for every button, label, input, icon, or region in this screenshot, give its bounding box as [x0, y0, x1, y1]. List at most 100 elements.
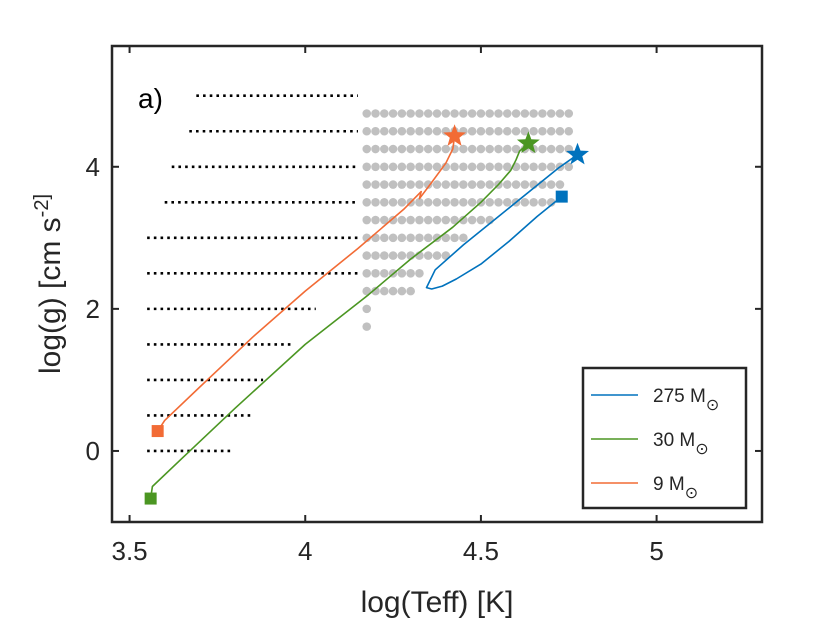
legend-entry-subscript: ⊙	[695, 441, 708, 458]
hot-model-point	[441, 197, 451, 207]
hot-model-point	[379, 109, 389, 118]
hot-model-point	[406, 126, 415, 136]
hot-model-point	[406, 144, 415, 154]
hot-model-point	[467, 197, 477, 207]
hot-model-point	[502, 109, 512, 118]
hot-model-point	[423, 109, 433, 118]
legend-entry-text: 30 M	[653, 430, 695, 451]
y-tick-label: 2	[86, 294, 100, 324]
hot-model-point	[379, 144, 389, 154]
hot-model-point	[485, 197, 495, 207]
hot-model-point	[476, 109, 486, 118]
hot-model-point	[406, 215, 415, 225]
hot-model-point	[423, 144, 433, 154]
hot-model-point	[511, 126, 521, 136]
hot-model-point	[397, 286, 407, 296]
hot-model-point	[362, 197, 372, 207]
hot-model-point	[450, 233, 459, 243]
hot-model-point	[538, 197, 547, 207]
hot-model-point	[371, 286, 380, 296]
hot-model-point	[415, 197, 424, 207]
hot-model-point	[546, 109, 556, 118]
hot-model-point	[441, 144, 451, 154]
hot-model-point	[379, 251, 389, 260]
hot-model-point	[388, 126, 398, 136]
hot-model-grid-layer	[362, 109, 574, 331]
track-start-marker	[151, 425, 164, 438]
hot-model-point	[371, 109, 380, 118]
hot-model-point	[467, 215, 477, 225]
hot-model-point	[406, 269, 415, 278]
hot-model-point	[432, 162, 442, 172]
hot-model-point	[476, 180, 486, 189]
hot-model-point	[520, 162, 530, 172]
x-tick-label: 4.5	[463, 536, 499, 566]
hot-model-point	[379, 197, 389, 207]
hot-model-point	[564, 109, 574, 118]
hot-model-point	[450, 197, 459, 207]
hot-model-point	[520, 126, 530, 136]
hot-model-point	[379, 286, 389, 296]
hot-model-point	[423, 126, 433, 136]
hot-model-point	[397, 215, 407, 225]
hot-model-point	[379, 233, 389, 243]
hot-model-point	[459, 233, 468, 243]
hot-model-point	[388, 162, 398, 172]
hot-model-point	[423, 162, 433, 172]
hot-model-point	[371, 233, 380, 243]
hot-model-point	[555, 144, 565, 154]
hot-model-point	[415, 215, 424, 225]
hot-model-point	[397, 269, 407, 278]
hot-model-point	[502, 144, 512, 154]
hot-model-point	[432, 180, 442, 189]
hot-model-point	[362, 144, 372, 154]
hot-model-point	[397, 144, 407, 154]
panel-label: a)	[138, 83, 163, 114]
y-tick-label: 4	[86, 152, 100, 182]
hot-model-point	[441, 180, 451, 189]
hot-model-point	[441, 109, 451, 118]
hot-model-point	[520, 180, 530, 189]
hot-model-point	[520, 109, 530, 118]
hot-model-point	[494, 162, 503, 172]
hot-model-point	[379, 215, 389, 225]
hot-model-point	[406, 286, 415, 296]
hot-model-point	[415, 180, 424, 189]
hot-model-point	[529, 197, 538, 207]
hot-model-point	[406, 109, 415, 118]
evolution-track	[157, 136, 456, 432]
hot-model-point	[362, 126, 372, 136]
hot-model-point	[538, 144, 547, 154]
legend-box	[581, 366, 748, 510]
legend-entry-label: 275 M⊙	[653, 386, 719, 414]
hot-model-point	[388, 197, 398, 207]
hot-model-point	[362, 215, 372, 225]
legend-entry-subscript: ⊙	[706, 397, 719, 414]
hot-model-point	[459, 109, 468, 118]
hot-model-point	[485, 162, 495, 172]
hot-model-point	[538, 162, 547, 172]
hot-model-point	[538, 126, 547, 136]
y-axis-label: log(g) [cm s-2]	[31, 194, 67, 374]
hot-model-point	[371, 126, 380, 136]
hot-model-point	[415, 126, 424, 136]
hot-model-point	[432, 215, 442, 225]
hot-model-point	[362, 251, 372, 260]
hot-model-point	[502, 162, 512, 172]
hot-model-point	[415, 144, 424, 154]
hot-model-point	[362, 269, 372, 278]
hot-model-point	[459, 197, 468, 207]
plot-area-frame	[110, 44, 764, 524]
hot-model-point	[450, 162, 459, 172]
hot-model-point	[415, 109, 424, 118]
legend-entry-label: 9 M⊙	[653, 474, 698, 502]
hot-model-point	[379, 180, 389, 189]
hot-model-point	[511, 180, 521, 189]
hot-model-point	[371, 269, 380, 278]
hot-model-point	[555, 109, 565, 118]
hot-model-point	[371, 144, 380, 154]
hot-model-point	[494, 109, 503, 118]
hot-model-point	[441, 215, 451, 225]
hot-model-point	[450, 215, 459, 225]
